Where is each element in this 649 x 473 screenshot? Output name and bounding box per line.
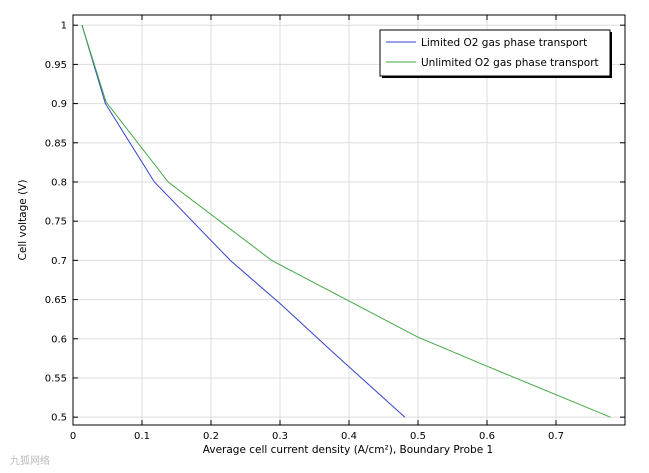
x-tick-label: 0.4 xyxy=(341,431,357,442)
x-tick-label: 0.2 xyxy=(203,431,219,442)
y-tick-label: 0.95 xyxy=(45,60,67,71)
x-tick-label: 0.5 xyxy=(410,431,426,442)
x-tick-label: 0.1 xyxy=(134,431,150,442)
series-layer xyxy=(81,25,611,418)
x-axis-title: Average cell current density (A/cm²), Bo… xyxy=(203,444,493,456)
legend-box xyxy=(379,29,611,77)
grid-layer xyxy=(72,15,625,425)
legend-label: Unlimited O2 gas phase transport xyxy=(421,57,599,69)
y-tick-label: 0.65 xyxy=(45,295,67,306)
y-axis-title: Cell voltage (V) xyxy=(17,180,29,261)
y-tick-label: 0.9 xyxy=(51,99,67,110)
y-tick-label: 0.85 xyxy=(45,138,67,149)
legend: Limited O2 gas phase transport Unlimited … xyxy=(379,29,612,78)
watermark: 九狐网络 xyxy=(10,454,50,467)
y-tick-label: 0.6 xyxy=(51,334,67,345)
y-tick-label: 0.8 xyxy=(51,177,67,188)
y-tick-label: 0.5 xyxy=(51,413,67,424)
y-tick-label: 0.7 xyxy=(51,256,67,267)
plot-frame xyxy=(72,14,626,426)
y-tick-label: 0.75 xyxy=(45,217,67,228)
series-line xyxy=(81,25,406,418)
y-tick-label: 1 xyxy=(61,21,67,32)
y-tick-label: 0.55 xyxy=(45,373,67,384)
x-tick-label: 0 xyxy=(70,431,76,442)
x-tick-label: 0.7 xyxy=(548,431,564,442)
legend-label: Limited O2 gas phase transport xyxy=(421,37,587,49)
x-tick-label: 0.6 xyxy=(479,431,495,442)
axis-layer: 0 0.1 0.2 0.3 0.4 0.5 0.6 0.7 0.5 0.55 0.6 0.65 0.7 0… xyxy=(45,14,626,442)
x-tick-label: 0.3 xyxy=(272,431,288,442)
series-line xyxy=(81,25,611,418)
